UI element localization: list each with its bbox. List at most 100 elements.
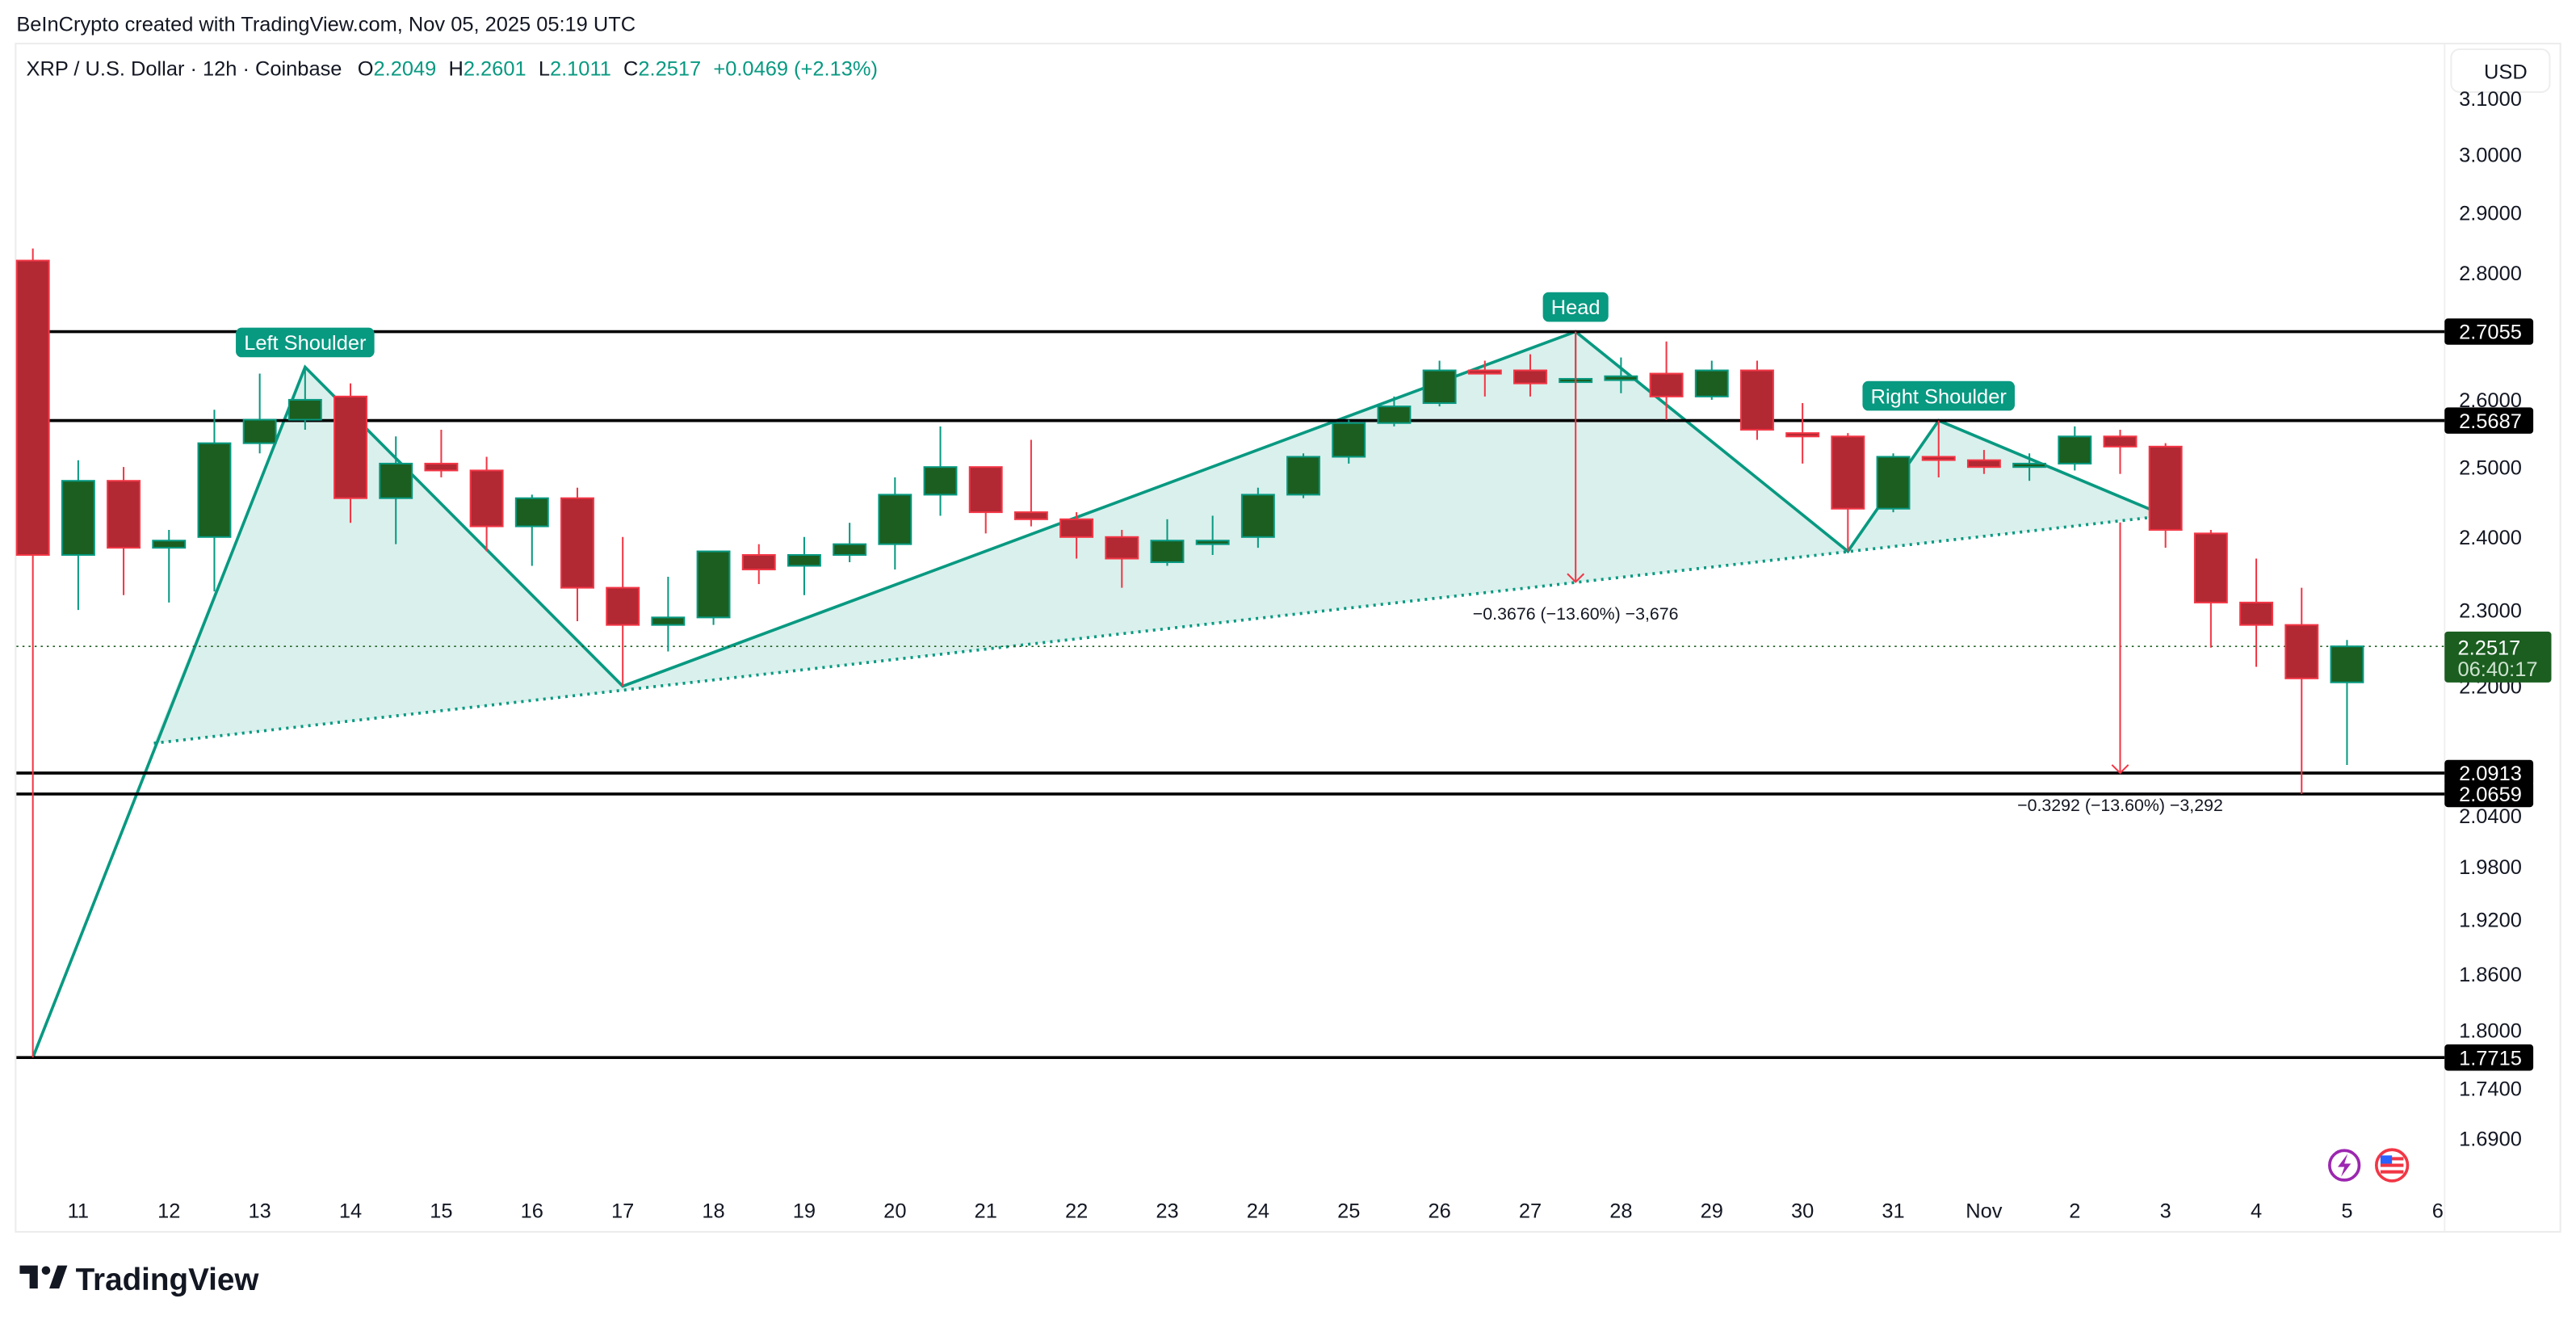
price-tick: 3.0000 (2459, 144, 2522, 166)
candle-body (334, 395, 367, 499)
level-price-text: 2.5687 (2459, 410, 2522, 433)
time-tick: 21 (975, 1200, 997, 1223)
price-tick: 1.6900 (2459, 1128, 2522, 1150)
price-axis[interactable]: 3.10003.00002.90002.80002.60002.50002.40… (2459, 88, 2522, 1150)
bearish-candle (1105, 529, 1139, 588)
level-price-box (2444, 407, 2534, 434)
measure-label: −0.3676 (−13.60%) −3,676 (1473, 604, 1679, 624)
time-tick: Nov (1966, 1200, 2002, 1223)
candle-body (514, 497, 549, 527)
candle-body (1694, 369, 1729, 397)
level-price-text: 1.7715 (2459, 1047, 2522, 1070)
bearish-candle (1513, 354, 1547, 397)
candle-body (968, 466, 1003, 514)
time-tick: 2 (2069, 1200, 2080, 1223)
candle-body (2330, 645, 2364, 683)
candle-body (1059, 518, 1094, 538)
time-tick: 23 (1156, 1200, 1178, 1223)
time-tick: 15 (430, 1200, 452, 1223)
bullish-candle (2012, 453, 2047, 481)
time-tick: 18 (702, 1200, 724, 1223)
bearish-candle (1785, 403, 1820, 464)
candle-body (152, 540, 187, 549)
candle-body (606, 586, 640, 626)
tradingview-logo[interactable]: TradingView (19, 1263, 259, 1297)
pattern-label-text: Left Shoulder (244, 332, 367, 355)
time-tick: 22 (1065, 1200, 1088, 1223)
candle-body (1422, 369, 1457, 405)
candle-body (560, 497, 594, 589)
time-tick: 14 (339, 1200, 362, 1223)
bearish-candle (1649, 341, 1684, 420)
price-tick: 2.3000 (2459, 599, 2522, 622)
candle-body (1013, 511, 1048, 520)
time-tick: 27 (1519, 1200, 1542, 1223)
candle-body (242, 418, 277, 444)
candle-countdown: 06:40:17 (2458, 658, 2538, 681)
legend: XRP / U.S. Dollar · 12h · Coinbase O2.20… (27, 58, 878, 81)
bearish-candle (334, 383, 367, 523)
pattern-label-text: Right Shoulder (1871, 385, 2008, 408)
candle-body (379, 462, 413, 499)
candle-body (1604, 375, 1638, 381)
level-price-text: 2.7055 (2459, 321, 2522, 344)
currency-button[interactable]: USD (2450, 48, 2551, 93)
bullish-candle (651, 576, 686, 652)
bullish-candle (152, 529, 187, 603)
time-tick: 26 (1428, 1200, 1450, 1223)
time-tick: 19 (793, 1200, 816, 1223)
time-axis[interactable]: 11 12 13 14 15 16 17 18 19 20 21 22 23 24 25 26 27 28 29 30… (68, 1200, 2444, 1223)
bullish-candle (242, 373, 277, 454)
candle-body (1105, 536, 1139, 560)
bearish-candle (424, 429, 459, 477)
candle-body (741, 554, 776, 570)
time-tick: 25 (1337, 1200, 1360, 1223)
candle-body (1195, 540, 1230, 545)
bearish-candle (1059, 512, 1094, 559)
candle-body (923, 466, 958, 496)
chart-frame (15, 42, 2561, 1233)
bearish-candle (741, 544, 776, 585)
level-price-label: 1.7715 (2444, 1044, 2534, 1071)
price-tick: 1.9200 (2459, 909, 2522, 931)
time-tick: 4 (2251, 1200, 2262, 1223)
time-tick: 11 (68, 1200, 89, 1223)
candle-body (2284, 624, 2319, 679)
time-tick: 29 (1701, 1200, 1723, 1223)
level-price-label: 2.7055 (2444, 318, 2534, 345)
time-tick: 3 (2160, 1200, 2171, 1223)
candle-body (15, 259, 50, 557)
bullish-candle (1150, 519, 1185, 566)
candle-body (1332, 422, 1366, 458)
current-price-text: 2.2517 (2458, 637, 2521, 659)
pattern-label: Left Shoulder (236, 327, 375, 358)
level-price-box (2444, 318, 2534, 345)
candle-body (787, 554, 821, 567)
candle-body (878, 494, 913, 545)
current-price-box (2444, 631, 2552, 683)
candle-body (287, 398, 322, 421)
legend-h-label: H (448, 58, 463, 81)
bullish-candle (878, 477, 913, 569)
bullish-candle (1240, 487, 1275, 548)
bullish-candle (197, 410, 232, 592)
horizontal-levels (16, 330, 2445, 1060)
lightning-icon[interactable] (2328, 1149, 2361, 1182)
legend-o-label: O (358, 58, 374, 81)
bullish-candle (514, 494, 549, 566)
candle-body (469, 469, 504, 527)
candle-body (2058, 435, 2092, 464)
time-tick: 30 (1791, 1200, 1814, 1223)
time-tick: 13 (249, 1200, 271, 1223)
bullish-candle (1876, 453, 1911, 513)
arrow-down-icon (2111, 764, 2129, 775)
candle-body (1377, 406, 1412, 424)
candle-body (1876, 456, 1911, 510)
us-flag-icon[interactable] (2374, 1148, 2410, 1183)
time-tick: 6 (2432, 1200, 2444, 1223)
bearish-candle (2148, 443, 2183, 548)
price-tick: 2.4000 (2459, 527, 2522, 549)
